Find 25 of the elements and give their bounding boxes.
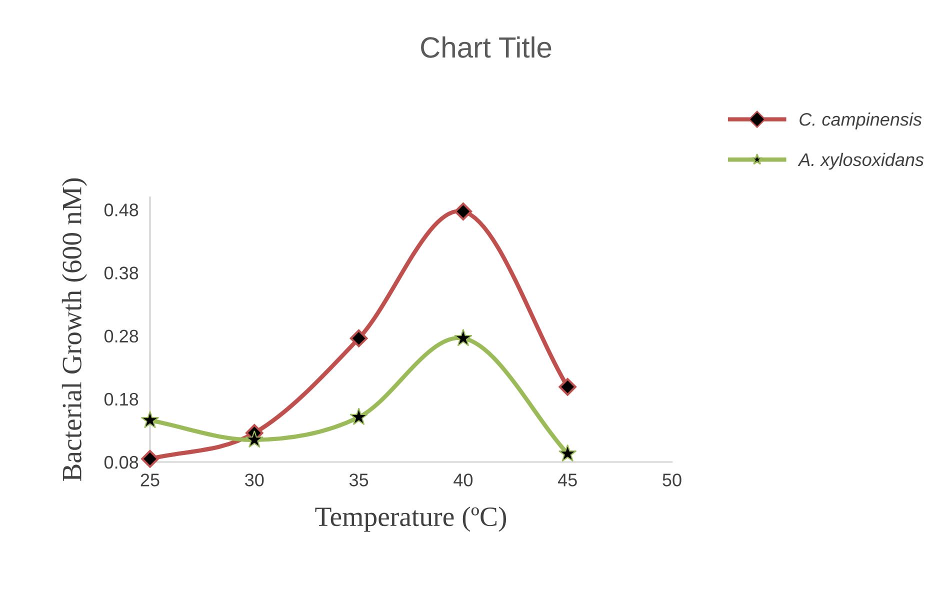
x-tick-label: 40 — [454, 474, 473, 486]
x-tick-label: 45 — [558, 474, 577, 486]
y-tick-label: 0.38 — [104, 266, 138, 280]
point — [350, 408, 368, 426]
y-tick-label: 0.28 — [104, 330, 138, 343]
point — [558, 378, 576, 396]
x-axis-title: Temperature (ºC) — [315, 506, 506, 532]
point — [454, 202, 472, 220]
point — [245, 430, 264, 448]
legend-label: C. campinensis — [800, 112, 922, 130]
y-axis-title: Bacterial Growth (600 nM) — [62, 178, 88, 482]
chart-title: Chart Title — [421, 36, 552, 58]
y-tick-label: 0.48 — [104, 204, 138, 216]
x-tick-label: 50 — [662, 474, 682, 486]
x-tick-label: 35 — [349, 474, 368, 486]
point — [558, 444, 577, 462]
legend-label: A. xylosoxidans — [798, 152, 924, 170]
y-tick-label: 0.18 — [104, 392, 138, 406]
y-tick-label: 0.08 — [104, 456, 138, 469]
x-tick-label: 25 — [140, 474, 160, 486]
point — [141, 450, 159, 468]
x-tick-label: 30 — [245, 474, 264, 486]
point — [454, 328, 472, 346]
point — [140, 410, 160, 428]
point — [350, 329, 368, 348]
